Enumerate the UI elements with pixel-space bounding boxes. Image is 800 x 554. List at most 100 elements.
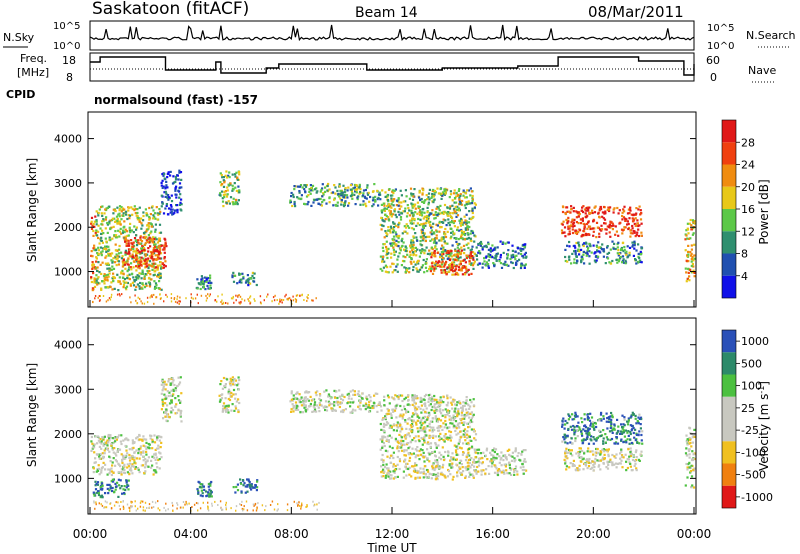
scatter-cell-1286	[447, 218, 450, 221]
scatter-cell-1024	[240, 281, 243, 284]
scatter-cell-103	[140, 464, 143, 467]
scatter-cell-2353	[504, 260, 507, 263]
scatter-cell-2850	[573, 250, 576, 253]
scatter-cell-1861	[392, 221, 395, 224]
scatter-cell-2197	[459, 260, 462, 263]
scatter-cell-922	[430, 408, 433, 412]
scatter-cell-1328	[394, 468, 397, 471]
scatter-cell-968	[228, 176, 231, 179]
scatter-cell-2878	[639, 250, 642, 253]
scatter-cell-1508	[469, 232, 472, 235]
scatter-cell-2969	[693, 257, 696, 260]
scatter-cell-2297	[481, 262, 484, 265]
scatter-cell-2702	[629, 209, 632, 212]
scatter-cell-1764	[397, 226, 400, 229]
scatter-cell-2832	[631, 241, 634, 244]
scatter-cell-230	[156, 436, 159, 439]
scatter-cell-2923	[685, 271, 688, 274]
scatter-cell-907	[460, 411, 463, 414]
scatter-cell-313	[97, 249, 101, 252]
scatter-cell-1803	[436, 224, 439, 227]
scatter-cell-683	[137, 239, 140, 242]
scatter-cell-1528	[442, 210, 445, 214]
scatter-cell-1922	[405, 226, 408, 229]
scatter-cell-428	[105, 240, 108, 243]
scatter-cell-1770	[449, 237, 452, 240]
scatter-cell-2937	[692, 232, 695, 235]
scatter-cell-2966	[690, 244, 693, 247]
scatter-cell-2715	[580, 235, 583, 238]
scatter-cell-202	[156, 447, 159, 450]
scatter-cell-1588	[410, 453, 413, 456]
scatter-cell-1657	[469, 412, 472, 415]
scatter-cell-877	[174, 209, 177, 212]
scatter-cell-1573	[400, 449, 404, 452]
scatter-cell-792	[339, 401, 342, 404]
scatter-cell-1659	[416, 408, 419, 411]
scatter-cell-2810	[566, 244, 569, 247]
scatter-cell-2997	[239, 295, 242, 298]
scatter-cell-803	[316, 404, 319, 407]
scatter-cell-1251	[416, 397, 419, 400]
scatter-cell-3090	[98, 295, 101, 297]
scatter-cell-2796	[637, 252, 640, 255]
scatter-cell-1396	[427, 201, 430, 204]
scatter-cell-2998	[163, 300, 165, 303]
scatter-cell-282	[97, 214, 100, 217]
scatter-cell-852	[362, 404, 365, 407]
scatter-cell-785	[340, 397, 343, 400]
scatter-cell-1787	[439, 187, 442, 191]
scatter-cell-509	[206, 494, 209, 497]
scatter-cell-308	[133, 441, 136, 444]
scatter-cell-1699	[465, 196, 468, 199]
scatter-cell-227	[158, 271, 161, 275]
scatter-cell-372	[157, 273, 160, 276]
freq-tick-low: 8	[66, 71, 73, 84]
scatter-cell-2858	[620, 248, 623, 251]
scatter-cell-1316	[411, 415, 414, 418]
scatter-cell-842	[361, 397, 364, 400]
scatter-cell-490	[121, 229, 125, 232]
scatter-cell-747	[306, 398, 309, 401]
scatter-cell-795	[304, 404, 307, 407]
scatter-cell-1687	[390, 203, 393, 206]
scatter-cell-341	[151, 217, 155, 220]
scatter-cell-817	[313, 401, 317, 404]
scatter-cell-600	[220, 397, 224, 400]
noise-sky-tick-low: 10^0	[53, 41, 80, 52]
scatter-cell-3025	[173, 298, 175, 301]
scatter-cell-1768	[522, 460, 525, 463]
scatter-cell-521	[202, 485, 205, 488]
scatter-cell-2141	[459, 224, 462, 227]
scatter-cell-1435	[398, 446, 401, 449]
scatter-cell-806	[351, 410, 354, 413]
scatter-cell-1288	[446, 397, 449, 400]
scatter-cell-768	[143, 237, 146, 240]
scatter-cell-841	[313, 406, 316, 409]
scatter-cell-2865	[606, 245, 609, 248]
scatter-cell-2879	[599, 246, 602, 249]
scatter-cell-529	[117, 220, 120, 223]
scatter-cell-750	[163, 244, 166, 247]
scatter-cell-419	[174, 397, 177, 400]
scatter-cell-2444	[583, 208, 587, 211]
scatter-cell-1308	[446, 409, 450, 412]
scatter-cell-276	[121, 461, 124, 465]
scatter-cell-966	[222, 193, 225, 196]
scatter-cell-1023	[232, 280, 236, 283]
scatter-cell-1307	[465, 267, 468, 270]
scatter-cell-1901	[412, 195, 415, 198]
scatter-cell-1716	[459, 459, 462, 462]
scatter-cell-1864	[459, 256, 462, 259]
scatter-cell-2405	[511, 261, 514, 265]
scatter-cell-176	[127, 268, 130, 271]
scatter-cell-1052	[457, 469, 460, 472]
scatter-cell-597	[228, 392, 231, 395]
scatter-cell-466	[105, 216, 108, 219]
scatter-cell-801	[293, 397, 296, 401]
scatter-cell-718	[126, 252, 129, 255]
scatter-cell-395	[175, 403, 178, 406]
scatter-cell-1103	[376, 198, 379, 201]
scatter-cell-1376	[467, 451, 470, 454]
scatter-cell-219	[148, 285, 152, 288]
